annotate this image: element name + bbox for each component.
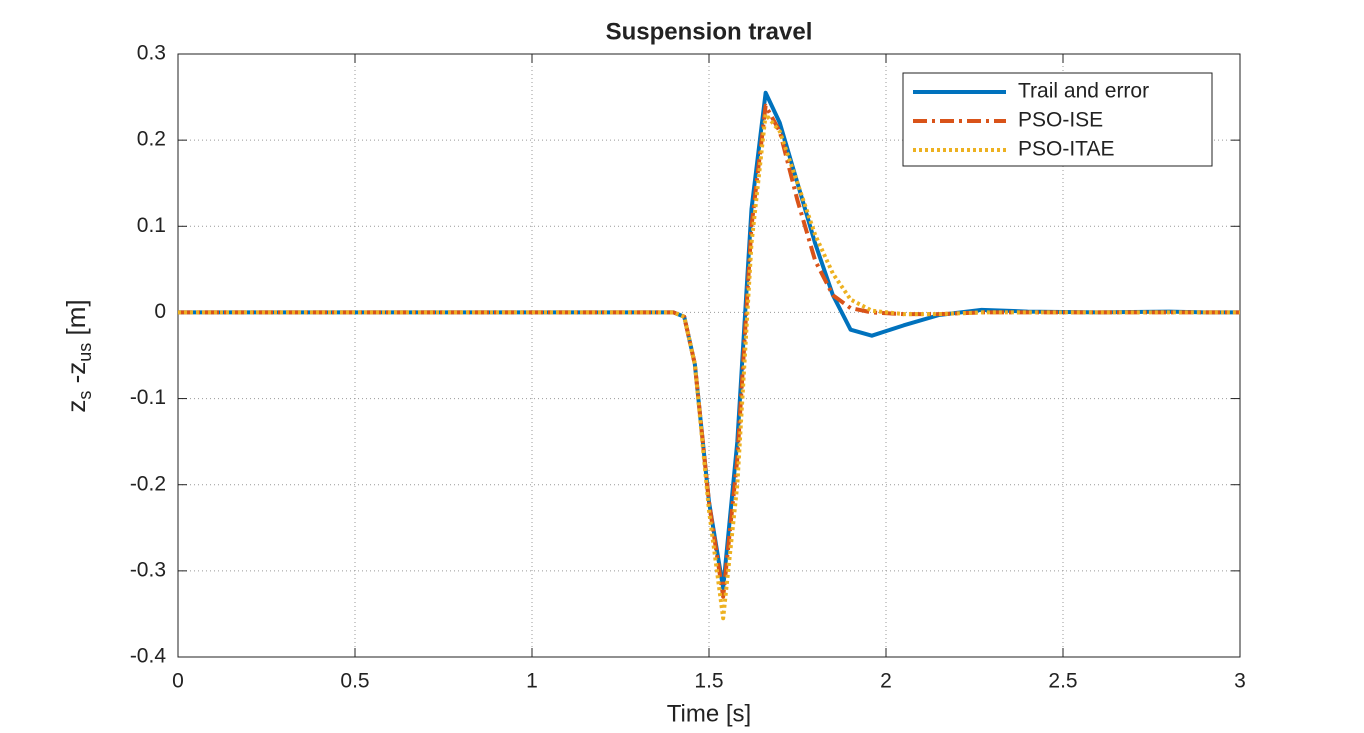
y-tick-label: 0.1: [137, 214, 166, 237]
y-label-part: [m]: [61, 299, 91, 342]
y-axis-label: zs -zus [m]: [61, 299, 95, 412]
y-label-subscript: s: [75, 391, 95, 400]
chart-title: Suspension travel: [606, 18, 813, 45]
legend-label: PSO-ISE: [1018, 109, 1103, 132]
y-tick-label: 0.3: [137, 42, 166, 65]
x-tick-label: 0.5: [340, 670, 369, 693]
y-label-part: -z: [61, 362, 91, 391]
legend-box: [902, 72, 1213, 167]
y-tick-label: 0: [154, 300, 166, 323]
x-tick-label: 3: [1234, 670, 1246, 693]
x-tick-label: 1.5: [694, 670, 723, 693]
y-tick-label: -0.3: [130, 558, 166, 581]
x-axis-label: Time [s]: [667, 700, 751, 727]
legend-label: PSO-ITAE: [1018, 138, 1114, 161]
legend-label: Trail and error: [1018, 80, 1149, 103]
plot-frame: [177, 53, 1241, 658]
x-tick-label: 0: [172, 670, 184, 693]
y-tick-label: -0.2: [130, 472, 166, 495]
x-tick-label: 2.5: [1048, 670, 1077, 693]
y-tick-label: 0.2: [137, 128, 166, 151]
y-label-subscript: us: [75, 343, 95, 362]
x-tick-label: 1: [526, 670, 538, 693]
y-tick-label: -0.4: [130, 645, 167, 668]
series-line: [178, 112, 1240, 621]
x-tick-label: 2: [880, 670, 892, 693]
y-tick-label: -0.1: [130, 386, 166, 409]
series-line: [178, 103, 1240, 599]
y-label-part: z: [61, 400, 91, 413]
